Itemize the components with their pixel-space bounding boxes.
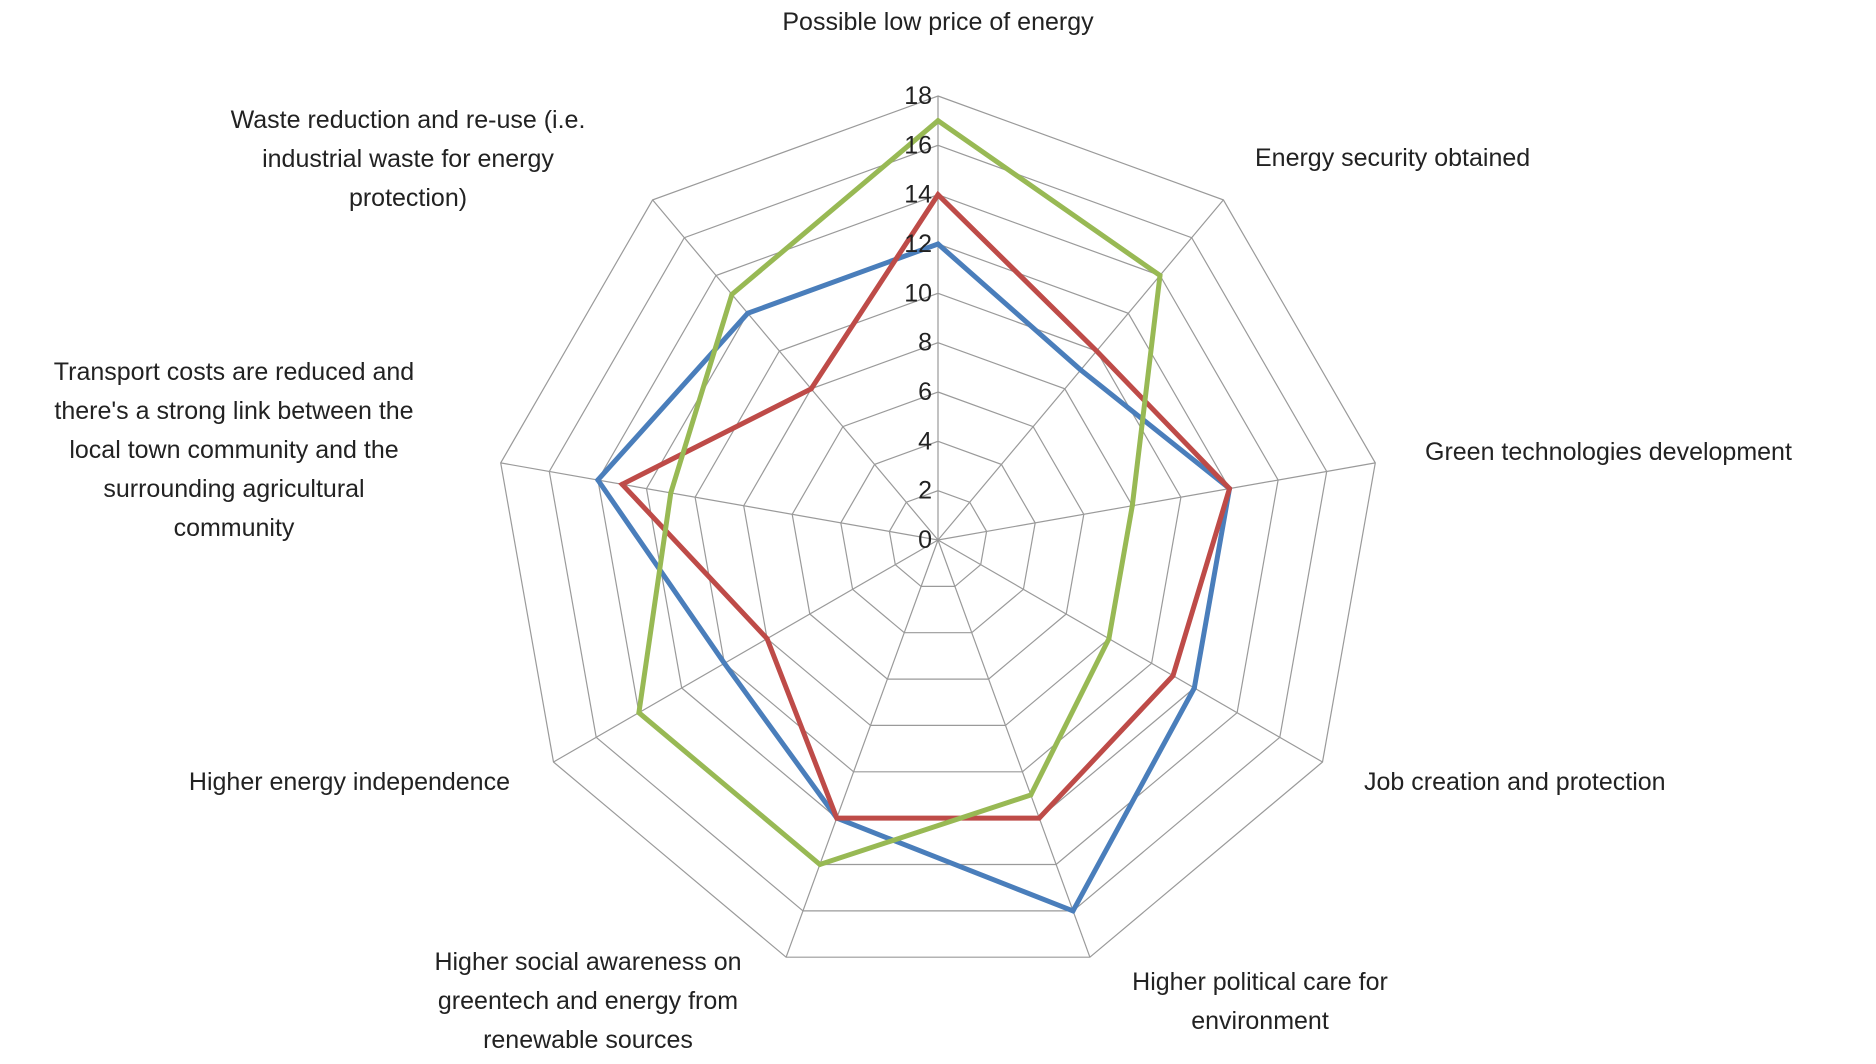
axis-spoke-7 [500, 462, 939, 541]
series-3-point-4 [1028, 792, 1034, 798]
series-3-point-8 [729, 291, 735, 297]
axis-spoke-6 [553, 539, 939, 763]
series-2-point-6 [764, 636, 770, 642]
tick-label-8: 8 [918, 329, 932, 357]
category-label-0: Possible low price of energy [782, 8, 1094, 36]
tick-label-2: 2 [918, 477, 932, 505]
series-1-point-4 [1070, 908, 1076, 914]
series-2-point-5 [834, 815, 840, 821]
series-2-point-3 [1170, 673, 1176, 679]
tick-label-12: 12 [904, 230, 932, 258]
category-label-7: Transport costs are reduced and there's a… [54, 358, 414, 542]
tick-label-10: 10 [904, 279, 932, 307]
category-label-5: Higher social awareness on greentech and … [434, 948, 741, 1054]
axis-spoke-8 [652, 199, 939, 541]
tick-label-16: 16 [904, 131, 932, 159]
series-3-point-3 [1106, 636, 1112, 642]
axis-spoke-3 [937, 539, 1323, 763]
category-label-8: Waste reduction and re-use (i.e. industri… [231, 106, 586, 212]
tick-label-6: 6 [918, 378, 932, 406]
grid-ring-14 [597, 194, 1279, 866]
axis-spoke-4 [937, 539, 1091, 958]
series-3-point-5 [817, 862, 823, 867]
series-3-point-0 [935, 118, 941, 124]
series-2-point-8 [808, 386, 814, 392]
category-label-6: Higher energy independence [189, 768, 510, 796]
grid-ring-8 [743, 342, 1133, 727]
grid-ring-18 [500, 95, 1376, 958]
series-2-point-7 [619, 481, 625, 487]
series-2-point-1 [1094, 348, 1100, 354]
category-label-1: Energy security obtained [1255, 144, 1530, 172]
grid-ring-6 [791, 391, 1085, 680]
category-labels: Possible low price of energy Energy secur… [54, 8, 1792, 1054]
series-layer [594, 117, 1233, 915]
category-label-2: Green technologies development [1425, 438, 1792, 466]
series-1-point-7 [595, 477, 601, 483]
series-line-2 [618, 190, 1233, 821]
series-line-3 [636, 117, 1163, 868]
series-1-point-0 [935, 241, 941, 247]
series-line-1 [594, 241, 1233, 915]
tick-labels: 0 2 4 6 8 10 12 14 16 18 [904, 82, 932, 554]
tick-label-18: 18 [904, 82, 932, 110]
category-label-4: Higher political care for environment [1132, 968, 1388, 1035]
grid-ring-16 [548, 144, 1328, 912]
grid-ring-2 [888, 490, 988, 588]
grid-ring-4 [840, 440, 1036, 634]
series-3-point-6 [636, 710, 642, 716]
series-1-point-6 [721, 660, 727, 666]
series-1-point-3 [1191, 685, 1197, 691]
series-1-point-8 [745, 310, 751, 316]
series-3-point-1 [1157, 273, 1163, 278]
series-1-point-1 [1078, 367, 1084, 373]
axis-spoke-2 [937, 462, 1376, 541]
series-3-point-2 [1129, 503, 1135, 509]
series-2-point-4 [1036, 815, 1042, 821]
tick-label-4: 4 [918, 427, 932, 455]
axis-spoke-5 [785, 539, 939, 958]
series-2-point-0 [935, 192, 941, 198]
series-2-point-2 [1227, 486, 1232, 492]
tick-label-14: 14 [904, 181, 932, 209]
series-3-point-7 [668, 490, 674, 496]
category-label-3: Job creation and protection [1364, 768, 1666, 796]
tick-label-0: 0 [918, 526, 932, 554]
